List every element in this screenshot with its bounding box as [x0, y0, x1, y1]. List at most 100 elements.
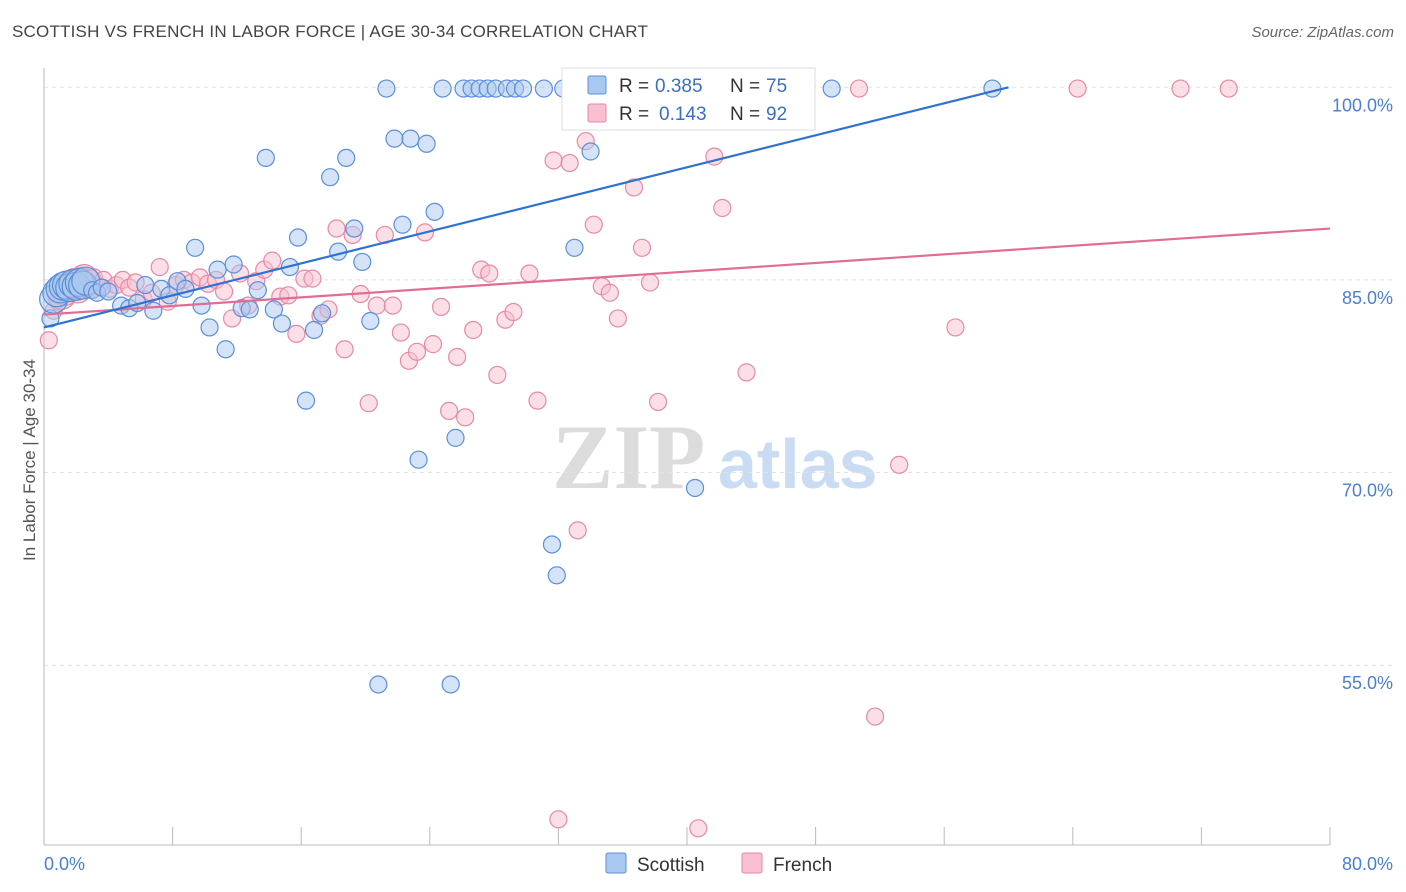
french-point — [214, 282, 234, 301]
french-trend-line — [43, 227, 1331, 316]
french-point — [713, 198, 732, 218]
scottish-point — [446, 428, 465, 447]
french-point — [568, 521, 587, 540]
axes — [43, 68, 1331, 846]
grid-lines — [44, 86, 1393, 666]
french-point — [263, 251, 282, 270]
scottish-point — [144, 301, 163, 320]
scottish-point — [296, 391, 316, 410]
scottish-point — [345, 219, 364, 238]
french-point — [890, 455, 909, 474]
scottish-point — [248, 281, 267, 300]
scottish-point — [224, 255, 243, 274]
french-point — [150, 257, 169, 277]
x-tick-label-max: 80.0% — [1342, 854, 1393, 874]
scottish-point — [441, 675, 460, 694]
scottish-point — [822, 79, 841, 98]
scottish-point — [216, 340, 235, 359]
french-point — [359, 394, 378, 413]
french-point — [648, 392, 668, 412]
scottish-r-value: 0.385 — [655, 76, 703, 97]
scottish-point — [200, 318, 219, 337]
scottish-point — [304, 320, 324, 340]
french-point — [327, 219, 346, 238]
scottish-points — [39, 79, 1002, 694]
french-point — [544, 151, 563, 170]
chart-title: SCOTTISH VS FRENCH IN LABOR FORCE | AGE … — [12, 22, 649, 41]
scottish-point — [264, 300, 283, 319]
scottish-point — [136, 275, 155, 295]
scottish-point — [513, 79, 533, 98]
french-point — [946, 318, 965, 337]
scottish-point — [361, 311, 380, 331]
french-point — [584, 215, 603, 234]
scottish-point — [208, 260, 227, 279]
scottish-point — [433, 79, 452, 98]
french-point — [488, 365, 507, 385]
french-point — [439, 401, 459, 421]
scottish-point — [369, 675, 388, 694]
scottish-point — [186, 238, 205, 257]
french-point — [520, 264, 539, 283]
y-tick-labels: 55.0% 70.0% 85.0% 100.0% — [1332, 95, 1393, 693]
french-point — [1219, 79, 1238, 98]
scottish-n-value: 75 — [766, 76, 787, 97]
y-tick-label: 55.0% — [1342, 673, 1393, 693]
scottish-point — [288, 228, 308, 247]
legend-french-label: French — [773, 855, 832, 876]
french-n-value: 92 — [766, 104, 787, 125]
scottish-point — [401, 129, 420, 148]
french-point — [1171, 79, 1190, 98]
french-point — [391, 323, 410, 342]
french-point — [480, 264, 499, 283]
french-r-value: 0.143 — [659, 104, 707, 125]
stats-legend: R = 0.385 N = 75 R = 0.143 N = 92 — [561, 67, 816, 131]
scottish-point — [256, 148, 275, 168]
french-point — [865, 707, 885, 726]
scottish-r-label: R = — [619, 76, 649, 97]
french-n-label: N = — [730, 104, 760, 125]
scottish-point — [409, 450, 428, 469]
y-tick-label: 70.0% — [1342, 481, 1393, 501]
scottish-point — [542, 535, 562, 554]
legend-scottish-swatch — [605, 852, 627, 874]
source-credit: Source: ZipAtlas.com — [1251, 24, 1394, 41]
french-point — [367, 296, 386, 315]
french-point — [849, 79, 869, 98]
y-tick-label: 85.0% — [1342, 288, 1393, 308]
scottish-point — [393, 215, 412, 234]
scottish-point — [240, 300, 259, 319]
scottish-point — [425, 202, 444, 221]
french-point — [464, 320, 483, 340]
french-swatch — [587, 103, 607, 123]
scottish-point — [272, 314, 292, 333]
french-point — [504, 302, 523, 322]
french-point — [303, 269, 322, 288]
scottish-n-label: N = — [730, 76, 760, 97]
french-point — [549, 810, 568, 829]
french-point — [689, 819, 708, 838]
x-tick-label-min: 0.0% — [44, 854, 85, 874]
french-point — [423, 335, 443, 354]
scottish-point — [337, 148, 356, 168]
french-point — [640, 273, 660, 292]
french-point — [407, 342, 427, 361]
french-point — [383, 296, 402, 315]
scottish-point — [312, 304, 332, 323]
y-tick-label: 100.0% — [1332, 95, 1393, 115]
watermark-atlas: atlas — [718, 425, 878, 503]
scottish-point — [377, 79, 396, 98]
scottish-point — [176, 279, 195, 298]
trend-lines — [43, 86, 1331, 329]
scottish-point — [192, 296, 211, 315]
french-point — [737, 363, 756, 382]
scottish-point — [534, 79, 554, 98]
french-point — [528, 391, 547, 410]
french-point — [560, 153, 579, 173]
french-point — [335, 340, 354, 359]
scottish-point — [581, 142, 600, 161]
scottish-point — [321, 168, 340, 187]
series-legend: Scottish French — [605, 852, 832, 876]
scottish-point — [685, 478, 705, 498]
